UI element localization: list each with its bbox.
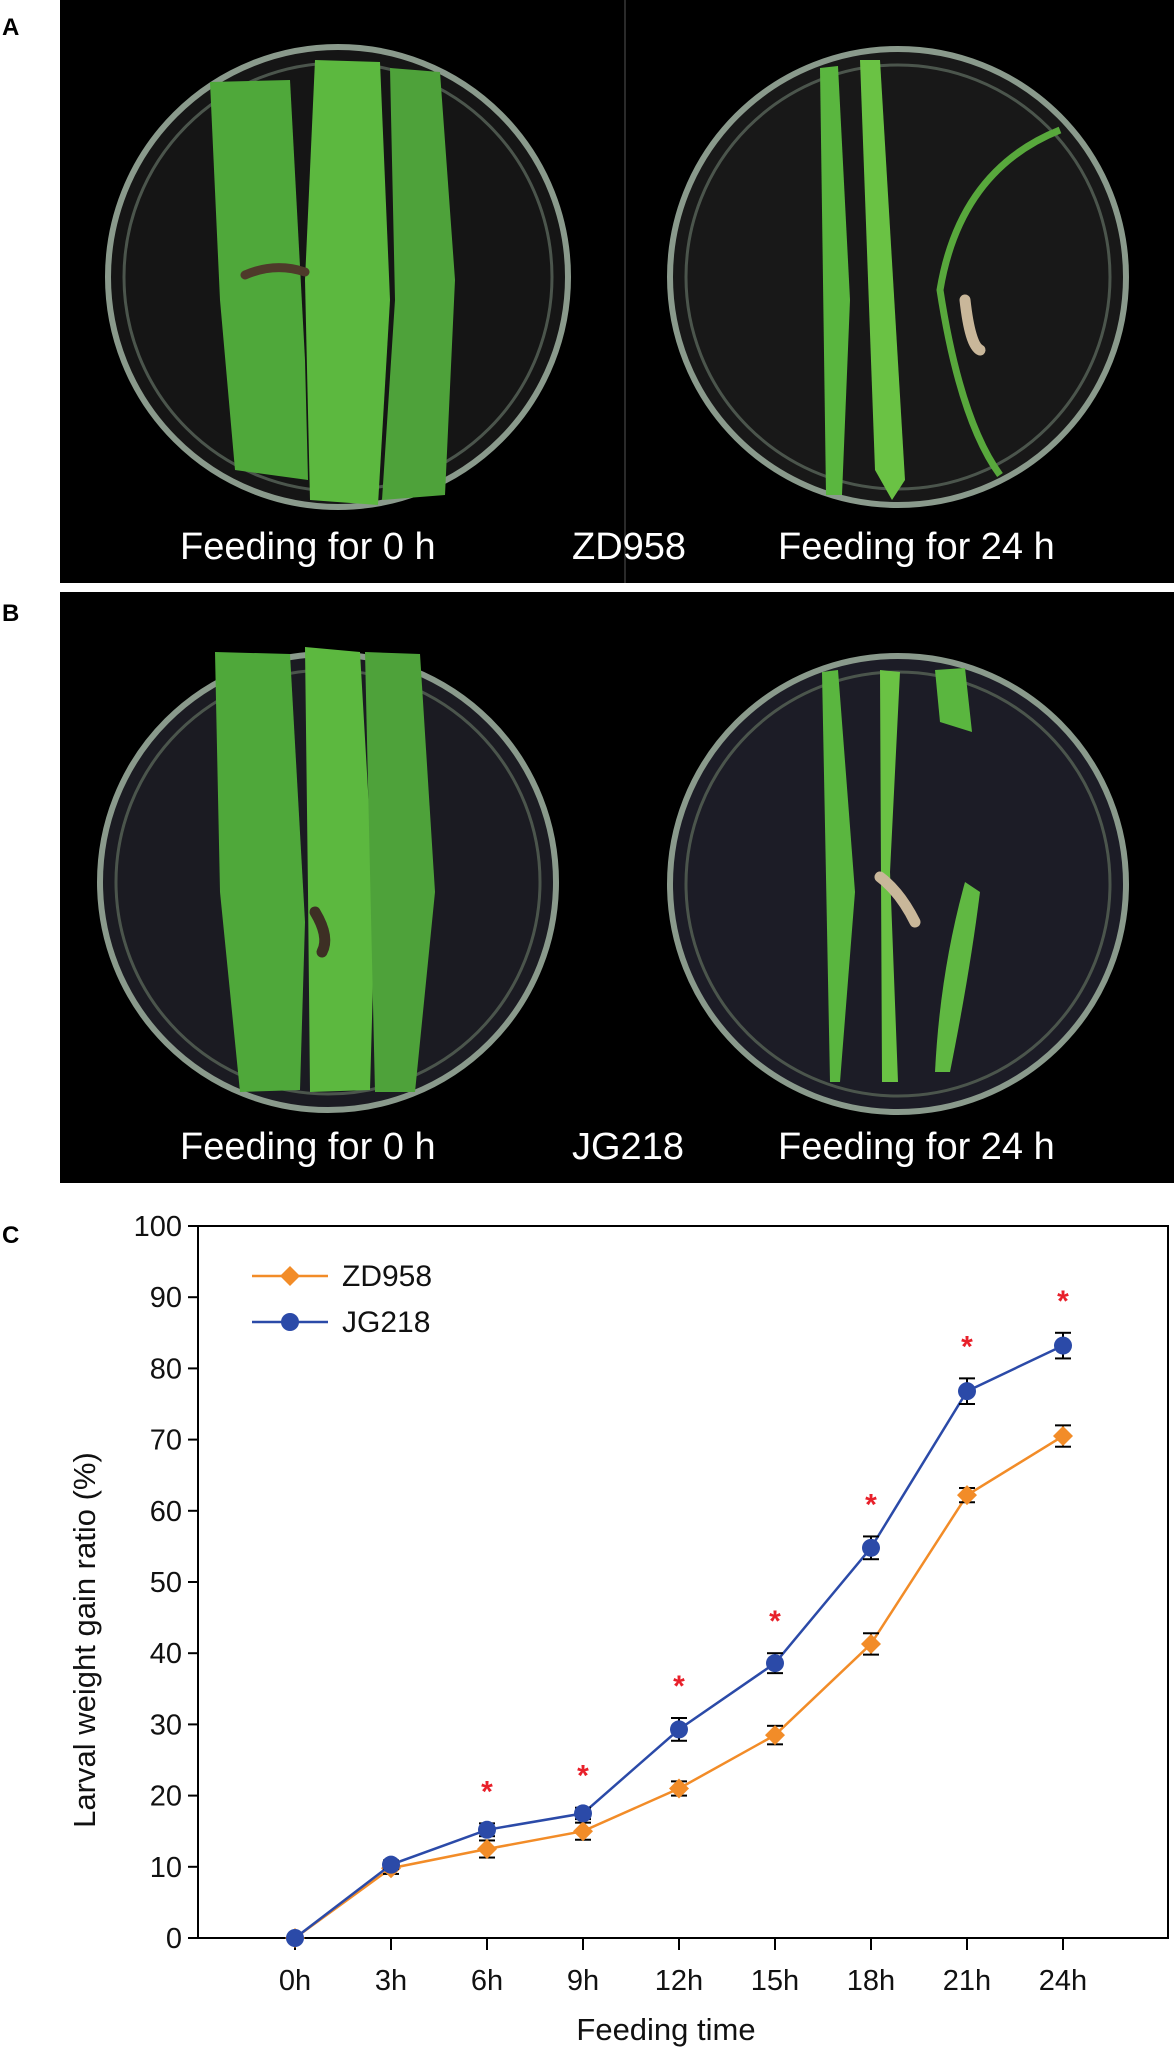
point-jg218	[478, 1820, 496, 1839]
caption-variety: ZD958	[572, 526, 687, 568]
y-tick-label: 50	[150, 1567, 182, 1599]
y-tick-label: 70	[150, 1425, 182, 1457]
series-line-jg218	[294, 1344, 1064, 1939]
caption-variety: JG218	[572, 1126, 684, 1168]
y-tick-label: 80	[150, 1353, 182, 1385]
significance-star: *	[961, 1330, 973, 1363]
y-tick-label: 40	[150, 1638, 182, 1670]
y-axis-title: Larval weight gain ratio (%)	[67, 1452, 102, 1828]
significance-star: *	[673, 1670, 685, 1703]
point-zd958	[861, 1633, 881, 1654]
x-tick-label: 24h	[1039, 1965, 1087, 1997]
point-zd958	[1053, 1426, 1073, 1447]
y-tick-label: 90	[150, 1282, 182, 1314]
panel-label-a: A	[2, 14, 20, 41]
x-tick-label: 18h	[847, 1965, 895, 1997]
x-tick-label: 6h	[471, 1965, 503, 1997]
photo-panel-zd958: Feeding for 0 h ZD958 Feeding for 24 h	[60, 0, 1174, 583]
point-jg218	[1054, 1336, 1072, 1355]
point-zd958	[477, 1839, 497, 1859]
panel-label-b: B	[2, 600, 20, 627]
legend-label-jg218: JG218	[342, 1306, 430, 1339]
point-jg218	[766, 1654, 784, 1673]
caption-feeding-24h: Feeding for 24 h	[778, 526, 1055, 568]
point-jg218	[574, 1804, 592, 1823]
x-tick-label: 21h	[943, 1965, 991, 1997]
caption-feeding-0h: Feeding for 0 h	[180, 526, 436, 568]
photo-zd958	[105, 0, 1129, 583]
x-tick-label: 15h	[751, 1965, 799, 1997]
y-tick-label: 30	[150, 1709, 182, 1741]
x-tick-label: 12h	[655, 1965, 703, 1997]
y-tick-label: 20	[150, 1781, 182, 1813]
legend-label-zd958: ZD958	[342, 1260, 432, 1293]
point-jg218	[862, 1538, 880, 1557]
point-jg218	[670, 1720, 688, 1739]
photo-panel-jg218: Feeding for 0 h JG218 Feeding for 24 h	[60, 592, 1174, 1183]
x-tick-label: 3h	[375, 1965, 407, 1997]
caption-feeding-0h: Feeding for 0 h	[180, 1126, 436, 1168]
significance-star: *	[1057, 1285, 1069, 1318]
point-jg218	[382, 1855, 400, 1874]
y-tick-label: 60	[150, 1496, 182, 1528]
caption-feeding-24h: Feeding for 24 h	[778, 1126, 1055, 1168]
point-zd958	[669, 1778, 689, 1799]
legend-marker-zd958	[280, 1266, 300, 1286]
point-zd958	[765, 1725, 785, 1746]
y-tick-label: 100	[134, 1211, 182, 1243]
x-tick-label: 9h	[567, 1965, 599, 1997]
photo-jg218	[97, 647, 1129, 1115]
panel-label-c: C	[2, 1222, 20, 1249]
significance-star: *	[577, 1760, 589, 1793]
significance-star: *	[481, 1775, 493, 1808]
y-tick-label: 10	[150, 1852, 182, 1884]
x-axis-title: Feeding time	[576, 2012, 755, 2047]
y-tick-label: 0	[166, 1923, 182, 1955]
point-jg218	[286, 1929, 304, 1947]
significance-star: *	[769, 1605, 781, 1638]
x-tick-label: 0h	[279, 1965, 311, 1997]
point-jg218	[958, 1382, 976, 1401]
significance-star: *	[865, 1488, 877, 1521]
point-zd958	[957, 1485, 977, 1506]
line-chart: 0 10 20 30 40 50 60 70 80 90 100 0h 3h 6h 9h 12h 15h 18h 2…	[67, 1211, 1169, 2047]
legend-marker-jg218	[281, 1313, 299, 1331]
point-zd958	[573, 1821, 593, 1842]
